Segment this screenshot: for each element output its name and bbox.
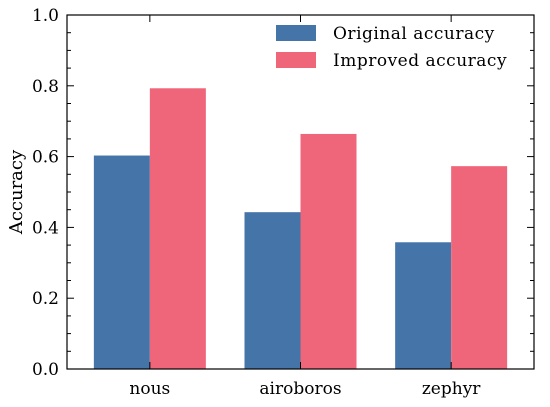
bar-zephyr-improved [451, 166, 508, 369]
bar-nous-original [93, 155, 150, 369]
bar-nous-improved [149, 88, 206, 369]
y-tick-label: 0.2 [32, 289, 59, 309]
y-tick-label: 0.4 [32, 218, 59, 238]
legend-label-original: Original accuracy [333, 24, 495, 44]
x-axis: nous airoboros zephyr [129, 15, 481, 399]
bars-layer [93, 88, 508, 369]
bar-airoboros-original [244, 212, 301, 369]
x-tick-label-zephyr: zephyr [422, 379, 481, 399]
y-tick-label: 0.6 [32, 148, 59, 168]
x-tick-label-nous: nous [129, 379, 170, 399]
bar-zephyr-original [395, 242, 452, 369]
legend-swatch-improved [276, 52, 316, 68]
y-axis-label: Accuracy [6, 149, 27, 235]
legend-label-improved: Improved accuracy [333, 51, 507, 71]
y-tick-label: 1.0 [32, 6, 59, 26]
y-axis: 0.0 0.2 0.4 0.6 0.8 1.0 [32, 6, 534, 380]
y-tick-label: 0.0 [32, 360, 59, 380]
bar-airoboros-improved [300, 133, 357, 369]
legend: Original accuracy Improved accuracy [276, 24, 507, 71]
y-tick-label: 0.8 [32, 77, 59, 97]
x-tick-label-airoboros: airoboros [259, 379, 341, 399]
legend-swatch-original [276, 25, 316, 41]
